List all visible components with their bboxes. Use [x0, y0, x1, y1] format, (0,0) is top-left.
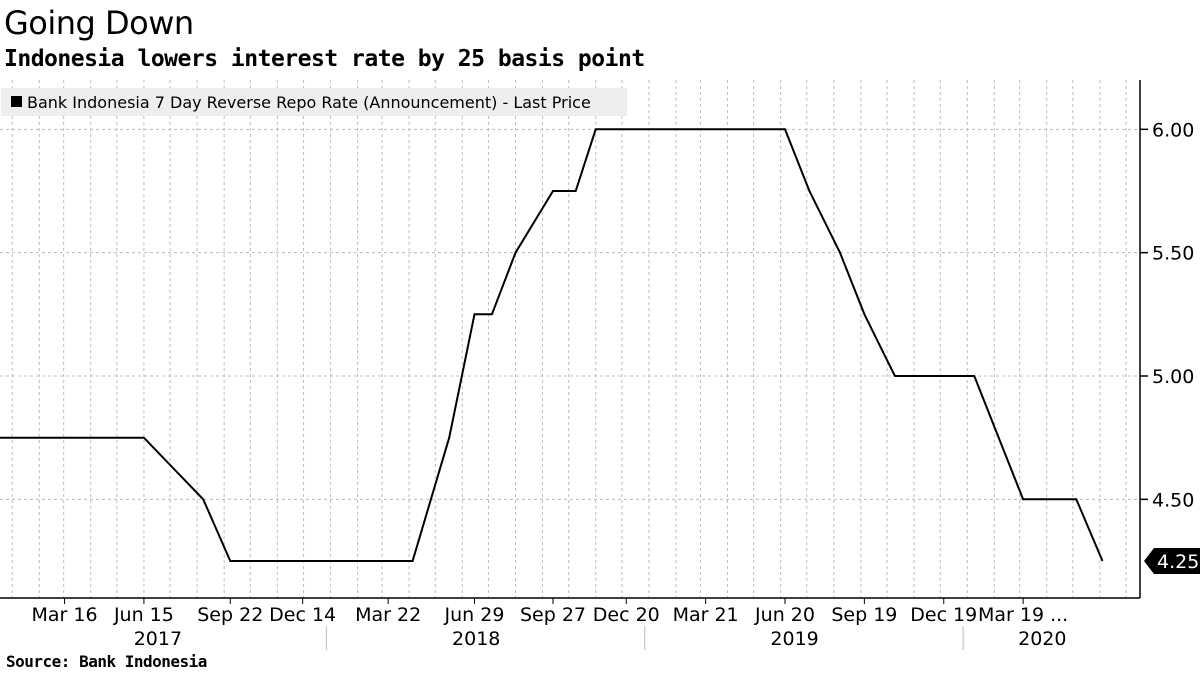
- last-value-badge: 4.25: [1144, 548, 1200, 574]
- x-tick-label: Mar 16: [32, 604, 98, 626]
- x-tick-label: Mar 22: [355, 604, 421, 626]
- x-tick-label: Dec 19: [910, 604, 977, 626]
- y-tick-label: 6.00: [1152, 119, 1194, 141]
- year-label: 2020: [1018, 628, 1066, 650]
- x-tick-label: Mar 19 ...: [978, 604, 1068, 626]
- year-label: 2017: [134, 628, 182, 650]
- x-tick-label: Dec 20: [593, 604, 660, 626]
- series-layer: [0, 128, 1104, 562]
- y-tick-label: 4.50: [1152, 489, 1194, 511]
- grid-lines: [0, 80, 1140, 598]
- y-tick-label: 5.00: [1152, 366, 1194, 388]
- x-tick-label: Sep 22: [197, 604, 263, 626]
- year-label: 2019: [770, 628, 818, 650]
- year-label: 2018: [452, 628, 500, 650]
- y-tick-label: 5.50: [1152, 243, 1194, 265]
- x-tick-label: Dec 14: [269, 604, 336, 626]
- chart-subtitle: Indonesia lowers interest rate by 25 bas…: [4, 46, 645, 72]
- x-tick-label: Jun 29: [444, 604, 505, 626]
- last-value-marker: [1144, 548, 1200, 574]
- legend-background: [1, 88, 627, 116]
- chart-title: Going Down: [4, 4, 194, 42]
- last-value-label: 4.25: [1157, 551, 1199, 573]
- x-tick-label: Sep 27: [520, 604, 586, 626]
- legend-swatch: [11, 96, 22, 107]
- x-tick-label: Jun 15: [113, 604, 174, 626]
- source-note: Source: Bank Indonesia: [6, 652, 207, 671]
- x-tick-label: Jun 20: [754, 604, 815, 626]
- axes: 4.50 5.00 5.50 6.00 Mar 16 Jun 15 Sep 22 Dec 14…: [0, 80, 1194, 650]
- x-tick-label: Mar 21: [673, 604, 739, 626]
- legend: Bank Indonesia 7 Day Reverse Repo Rate (…: [1, 88, 627, 116]
- x-tick-label: Sep 19: [831, 604, 897, 626]
- series-line: [0, 128, 1104, 562]
- legend-entry: Bank Indonesia 7 Day Reverse Repo Rate (…: [27, 93, 591, 112]
